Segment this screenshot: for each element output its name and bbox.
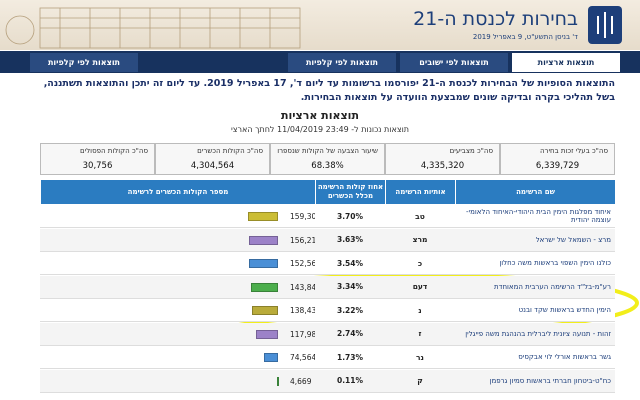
- votes-cell: 152,568: [40, 252, 315, 275]
- banner-art: [5, 6, 622, 49]
- list-name: כולנו הימין השפוי בראשות משה כחלון: [455, 252, 615, 275]
- site-date: ד' בניסן התשע"ט, 9 באפריל 2019: [472, 33, 578, 41]
- header-banner: [0, 0, 640, 50]
- list-name: גשר בראשות אורלי לוי אבקסיס: [455, 346, 615, 369]
- votes-bar: [277, 376, 280, 386]
- notice: התוצאות הסופיות של הבחירות לכנסת ה-21 יפ…: [43, 78, 615, 103]
- votes-count: 143,844: [290, 282, 315, 292]
- column-header: אחוז קולות הרשימה מכלל הכשרים: [315, 180, 385, 204]
- stat-box: סה"כ בעלי זכות בחירה 6,339,729: [500, 143, 615, 175]
- list-letters: ז: [385, 322, 455, 346]
- list-percent: 3.63%: [315, 228, 385, 252]
- stat-box: סה"כ מצביעים 4,335,320: [385, 143, 500, 175]
- votes-count: 138,437: [290, 306, 315, 315]
- list-letters: כ: [385, 252, 455, 275]
- stat-label: סה"כ הקולות הכשרים: [197, 147, 263, 155]
- votes-cell: 117,982: [40, 322, 315, 346]
- list-letters: דעם: [385, 275, 455, 299]
- stat-value: 4,335,320: [420, 161, 465, 171]
- list-percent: 2.74%: [315, 322, 385, 346]
- list-name: זהות - תנועה ציונית ליברלית בהנהגת משה פ…: [455, 322, 615, 346]
- tab[interactable]: תוצאות ארציות: [512, 53, 620, 72]
- list-name: הימין החדש בראשות שקד ובנט: [455, 299, 615, 322]
- stat-label: סה"כ מצביעים: [449, 147, 493, 155]
- stat-label: שיעור הצבעה של הקולות שנספרו: [277, 147, 378, 155]
- votes-cell: 143,844: [40, 275, 315, 299]
- votes-cell: 159,303: [40, 205, 315, 228]
- stat-value: 68.38%: [311, 161, 344, 171]
- list-percent: 0.11%: [315, 369, 385, 393]
- results-heading: תוצאות ארציות: [281, 109, 359, 122]
- stat-box: סה"כ הקולות הכשרים 4,304,564: [155, 143, 270, 175]
- site-title: בחירות לכנסת ה-21: [413, 8, 578, 30]
- stat-value: 4,304,564: [190, 161, 235, 171]
- column-header: שם הרשימה: [455, 180, 615, 204]
- votes-count: 152,568: [290, 259, 315, 268]
- list-percent: 3.22%: [315, 299, 385, 322]
- list-letters: נ: [385, 299, 455, 322]
- votes-bar: [263, 353, 278, 362]
- votes-bar: [248, 235, 278, 245]
- votes-cell: 4,669: [40, 369, 315, 393]
- stat-value: 6,339,729: [535, 161, 580, 171]
- votes-count: 4,669: [290, 376, 312, 386]
- list-name: איחוד מפלגות הימין הבית היהודי-האיחוד הל…: [455, 205, 615, 228]
- building-sketch: [5, 7, 301, 49]
- list-letters: נר: [385, 346, 455, 369]
- stat-value: 30,756: [82, 161, 113, 171]
- votes-count: 159,303: [290, 212, 315, 221]
- column-header: אותיות הרשימה: [385, 180, 455, 204]
- votes-cell: 74,564: [40, 346, 315, 369]
- votes-count: 117,982: [290, 329, 315, 339]
- stat-box: סה"כ הקולות הפסולים 30,756: [40, 143, 155, 175]
- stat-label: סה"כ בעלי זכות בחירה: [539, 147, 608, 155]
- list-name: מרצ - השמאל של ישראל: [455, 228, 615, 252]
- votes-cell: 138,437: [40, 299, 315, 322]
- tab[interactable]: תוצאות לפי ישובים: [400, 53, 508, 72]
- votes-count: 74,564: [290, 353, 315, 362]
- list-percent: 3.70%: [315, 205, 385, 228]
- list-letters: ק: [385, 369, 455, 393]
- list-letters: מרצ: [385, 228, 455, 252]
- list-name: כח"ט-ביטחון חברתי בראשות סמיון גרפמן: [455, 369, 615, 393]
- votes-bar: [248, 212, 278, 221]
- column-header: מספר הקולות הכשרים לרשימה: [40, 180, 315, 204]
- list-percent: 3.34%: [315, 275, 385, 299]
- votes-bar: [251, 306, 278, 315]
- votes-bar: [255, 329, 278, 339]
- stat-box: שיעור הצבעה של הקולות שנספרו 68.38%: [270, 143, 385, 175]
- tab[interactable]: תוצאות לפי קלפיות: [30, 53, 138, 72]
- stat-label: סה"כ הקולות הפסולים: [79, 147, 148, 155]
- results-updated: תוצאות נכונות ל- 23:49 11/04/2019 לחתך ה…: [230, 125, 410, 134]
- list-percent: 1.73%: [315, 346, 385, 369]
- votes-bar: [249, 259, 278, 268]
- votes-count: 156,217: [290, 235, 315, 245]
- votes-bar: [250, 282, 278, 292]
- votes-cell: 156,217: [40, 228, 315, 252]
- list-letters: טב: [385, 205, 455, 228]
- list-name: רע"מ-בל"ד הרשימה הערבית המאוחדת: [455, 275, 615, 299]
- tab[interactable]: תוצאות לפי קלפיות: [288, 53, 396, 72]
- list-percent: 3.54%: [315, 252, 385, 275]
- emblem: [588, 6, 622, 44]
